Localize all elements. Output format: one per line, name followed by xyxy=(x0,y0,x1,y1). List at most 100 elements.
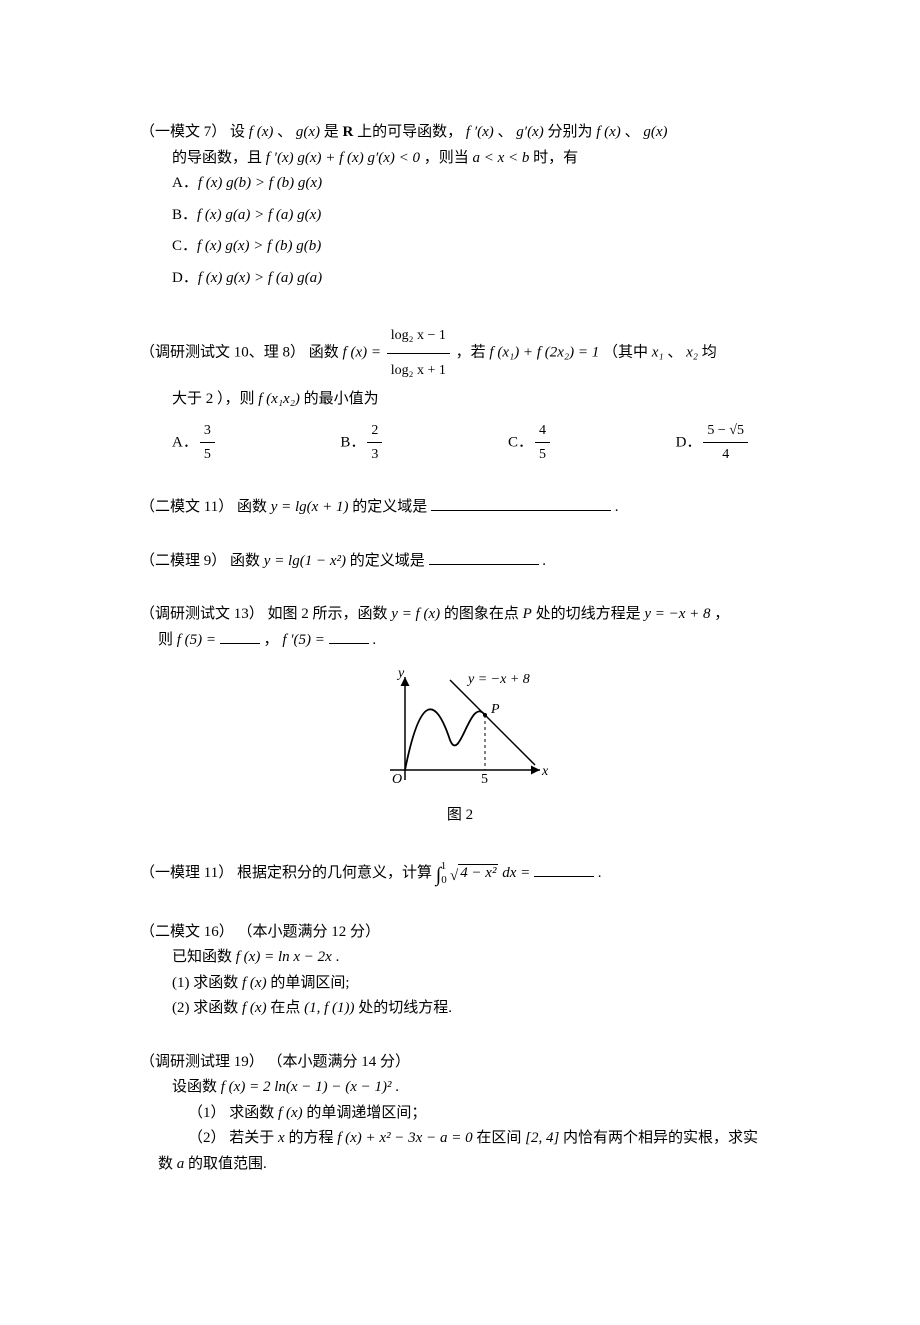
q5-caption: 图 2 xyxy=(140,803,780,829)
q1-R: R xyxy=(343,124,354,140)
q1-A-label: A． xyxy=(172,175,198,191)
q2-fxx: f (x₁x₂) xyxy=(258,391,300,407)
q5-period: . xyxy=(372,632,376,648)
problem-4: （二模理 9） 函数 y = lg(1 − x²) 的定义域是 . xyxy=(140,549,780,575)
problem-8: （调研测试理 19） （本小题满分 14 分） 设函数 f (x) = 2 ln… xyxy=(140,1050,780,1178)
fig-O: O xyxy=(392,772,402,787)
q8-pts: （本小题满分 14 分） xyxy=(268,1054,411,1070)
q6-blank xyxy=(534,862,594,877)
fig-x: x xyxy=(541,764,549,779)
fig-5: 5 xyxy=(481,772,488,787)
q6-dx: dx = xyxy=(502,865,534,881)
q8-p1-label: （1） xyxy=(188,1105,226,1121)
q8-tag: （调研测试理 19） xyxy=(140,1054,264,1070)
q2-frac: log₂ x − 1 log₂ x + 1 xyxy=(387,319,450,387)
q2-tag: （调研测试文 10、理 8） xyxy=(140,345,305,361)
q1-fx: f (x) xyxy=(249,124,274,140)
q7-p2fx: f (x) xyxy=(242,1000,267,1016)
q5-f5: f (5) = xyxy=(177,632,220,648)
problem-5: （调研测试文 13） 如图 2 所示，函数 y = f (x) 的图象在点 P … xyxy=(140,602,780,829)
problem-7: （二模文 16） （本小题满分 12 分） 已知函数 f (x) = ln x … xyxy=(140,920,780,1022)
fig-y: y xyxy=(396,666,405,681)
q8-l1a: 设函数 xyxy=(172,1079,221,1095)
q3-blank xyxy=(431,496,611,511)
q1-B-label: B． xyxy=(172,207,197,223)
q8-p1fx: f (x) xyxy=(278,1105,303,1121)
q5-tag: （调研测试文 13） xyxy=(140,606,264,622)
q1-C: f (x) g(x) > f (b) g(b) xyxy=(197,238,321,254)
q8-p2d: 内恰有两个相异的实根，求实 xyxy=(563,1130,758,1146)
q1-D: f (x) g(x) > f (a) g(a) xyxy=(198,270,322,286)
q1-have: 时，有 xyxy=(533,150,578,166)
q5-P: P xyxy=(523,606,532,622)
q1-fpx: f ′(x) xyxy=(466,124,494,140)
q8-p3var: a xyxy=(177,1156,185,1172)
q8-p3a: 数 xyxy=(158,1156,177,1172)
q8-fx: f (x) = 2 ln(x − 1) − (x − 1)² xyxy=(221,1079,392,1095)
q5-blank1 xyxy=(220,629,260,644)
q7-p1-label: (1) xyxy=(172,975,193,991)
q2-A-den: 5 xyxy=(200,443,215,467)
q5-l1c: 处的切线方程是 xyxy=(536,606,645,622)
q7-fx: f (x) = ln x − 2x xyxy=(236,949,332,965)
q2-if: ，若 xyxy=(456,345,490,361)
q7-p1a: 求函数 xyxy=(193,975,242,991)
q2-fx1: f (x₁) + f (2x₂) = 1 xyxy=(489,345,599,361)
q8-p1b: 的单调递增区间； xyxy=(306,1105,426,1121)
q4-blank xyxy=(429,550,539,565)
q5-l2a: 则 xyxy=(158,632,177,648)
q1-then: ，则当 xyxy=(424,150,473,166)
problem-2: （调研测试文 10、理 8） 函数 f (x) = log₂ x − 1 log… xyxy=(140,319,780,467)
q5-l1b: 的图象在点 xyxy=(444,606,523,622)
q2-min: 的最小值为 xyxy=(304,391,379,407)
q6-lo: 0 xyxy=(441,874,447,886)
fig-eq: y = −x + 8 xyxy=(466,672,530,687)
q8-p1a: 求函数 xyxy=(229,1105,278,1121)
q5-tan: y = −x + 8 xyxy=(644,606,710,622)
fig-P: P xyxy=(490,702,500,717)
q4-period: . xyxy=(542,553,546,569)
q3-period: . xyxy=(615,499,619,515)
q1-axb: a < x < b xyxy=(473,150,530,166)
q4-b: 的定义域是 xyxy=(350,553,425,569)
q1-tag: （一模文 7） xyxy=(140,124,226,140)
q2-func: 函数 xyxy=(309,345,343,361)
q8-p2a: 若关于 xyxy=(229,1130,278,1146)
q1-diff: 上的可导函数， xyxy=(357,124,462,140)
q7-p2a: 求函数 xyxy=(193,1000,242,1016)
q5-comma: ， xyxy=(714,606,729,622)
q2-fx-eq: f (x) = xyxy=(343,345,385,361)
q7-l1a: 已知函数 xyxy=(172,949,236,965)
q1-B: f (x) g(a) > f (a) g(x) xyxy=(197,207,321,223)
q6-sqrt: 4 − x² xyxy=(458,864,498,881)
q1-sep3: 、 xyxy=(625,124,640,140)
q8-p2b: 的方程 xyxy=(288,1130,337,1146)
q8-p3b: 的取值范围. xyxy=(188,1156,267,1172)
q7-p2b: 在点 xyxy=(270,1000,304,1016)
q7-p1fx: f (x) xyxy=(242,975,267,991)
q1-line2-pre: 的导函数，且 xyxy=(172,150,266,166)
q2-options: A．35 B．23 C．45 D．5 − √54 xyxy=(140,419,780,468)
q2-line2: 大于 2 ），则 xyxy=(172,391,258,407)
q5-fp5: f ′(5) = xyxy=(282,632,328,648)
q7-tag: （二模文 16） xyxy=(140,924,234,940)
q2-D-num: 5 − √5 xyxy=(703,419,748,444)
q8-p2eq: f (x) + x² − 3x − a = 0 xyxy=(337,1130,472,1146)
q2-sep: 、 xyxy=(667,345,682,361)
q3-tag: （二模文 11） xyxy=(140,499,233,515)
q2-B: B． xyxy=(340,434,365,450)
q2-x2: x₂ xyxy=(686,345,698,361)
q5-figure: P y x O 5 y = −x + 8 图 2 xyxy=(140,665,780,829)
q2-C-num: 4 xyxy=(535,419,550,444)
q2-B-num: 2 xyxy=(367,419,382,444)
q1-text: 设 xyxy=(230,124,249,140)
q1-D-label: D． xyxy=(172,270,198,286)
q3-a: 函数 xyxy=(237,499,271,515)
q8-p2c: 在区间 xyxy=(476,1130,525,1146)
q7-p1b: 的单调区间; xyxy=(270,975,349,991)
q2-den: log₂ x + 1 xyxy=(387,354,450,388)
q5-sep: ， xyxy=(264,632,279,648)
problem-6: （一模理 11） 根据定积分的几何意义，计算 ∫01 √4 − x² dx = … xyxy=(140,857,780,892)
q6-a: 根据定积分的几何意义，计算 xyxy=(237,865,436,881)
q6-hi: 1 xyxy=(441,860,447,872)
